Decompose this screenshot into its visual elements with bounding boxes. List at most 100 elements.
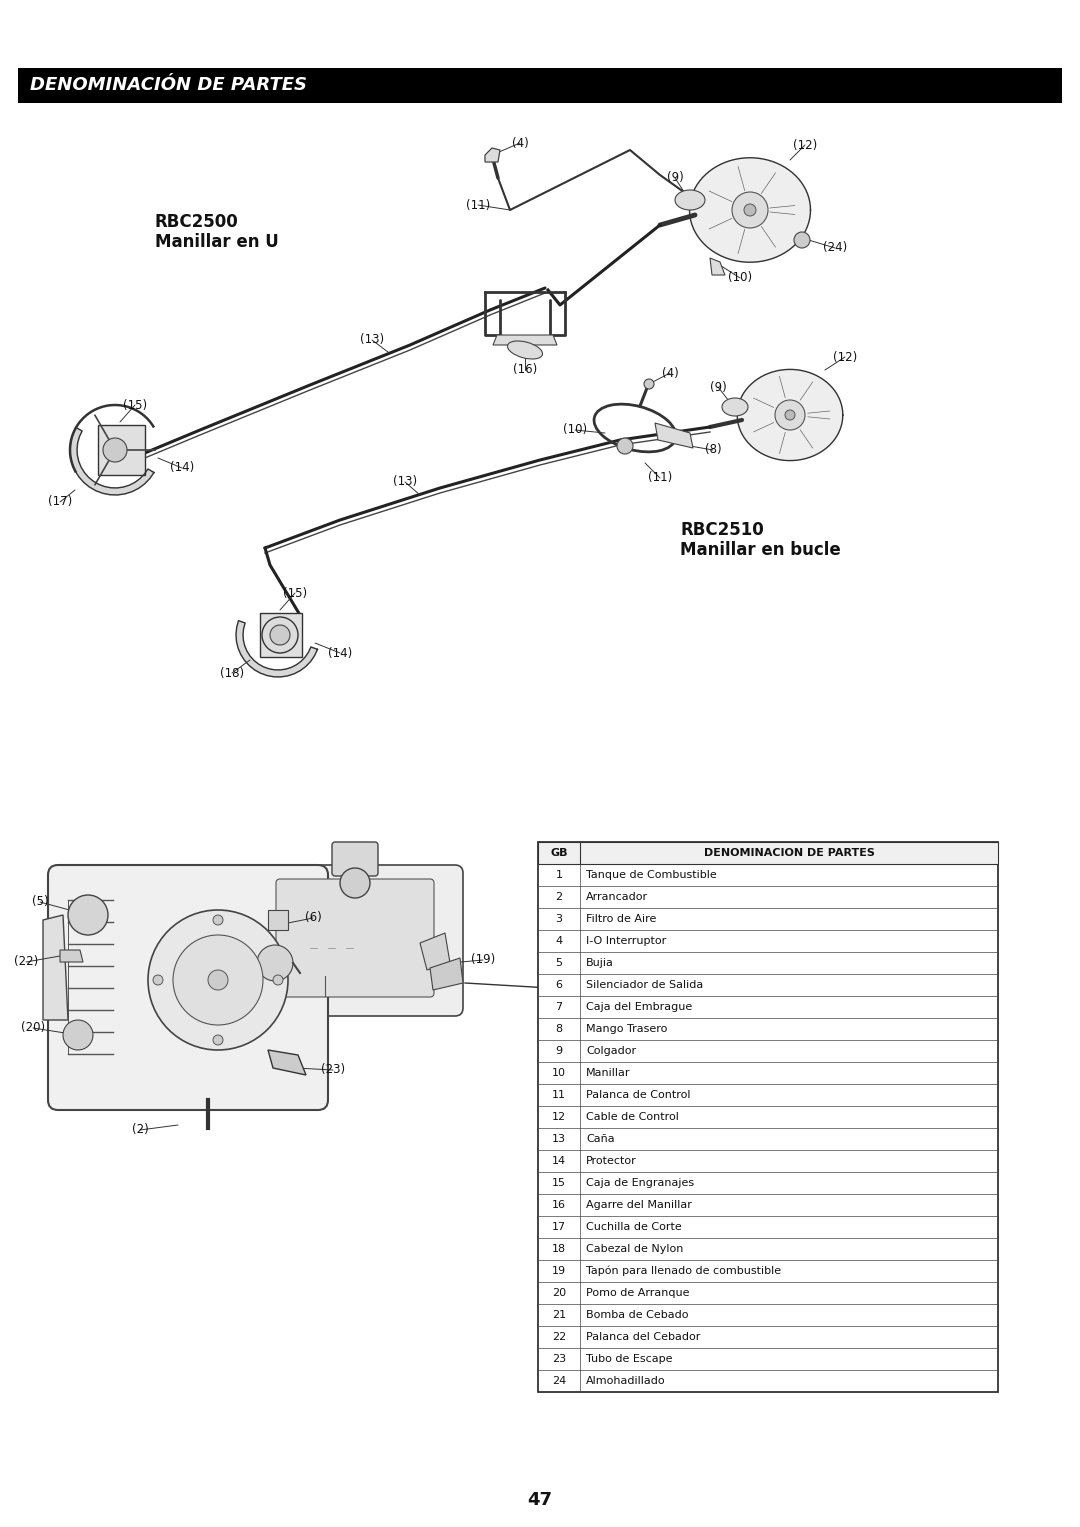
Circle shape: [103, 438, 127, 463]
Text: Cable de Control: Cable de Control: [586, 1112, 679, 1122]
Text: (6): (6): [305, 912, 322, 924]
Circle shape: [148, 910, 288, 1051]
Circle shape: [257, 945, 293, 980]
Polygon shape: [268, 1051, 306, 1075]
Text: Palanca de Control: Palanca de Control: [586, 1090, 690, 1099]
Text: 15: 15: [552, 1177, 566, 1188]
Ellipse shape: [675, 189, 705, 211]
Text: (11): (11): [648, 472, 672, 484]
FancyBboxPatch shape: [247, 864, 463, 1015]
Circle shape: [208, 970, 228, 989]
Text: Caña: Caña: [586, 1135, 615, 1144]
Text: (2): (2): [132, 1124, 148, 1136]
Text: (8): (8): [704, 443, 721, 457]
Text: (7): (7): [229, 950, 245, 962]
Polygon shape: [485, 148, 500, 162]
Polygon shape: [43, 915, 68, 1020]
Text: 13: 13: [552, 1135, 566, 1144]
FancyBboxPatch shape: [48, 864, 328, 1110]
Text: (3): (3): [347, 843, 363, 857]
Text: (12): (12): [833, 351, 858, 363]
Text: (9): (9): [666, 171, 684, 185]
Text: 14: 14: [552, 1156, 566, 1167]
Circle shape: [153, 976, 163, 985]
Text: (4): (4): [662, 366, 678, 380]
Polygon shape: [237, 620, 318, 676]
Text: (24): (24): [823, 241, 847, 255]
Text: (20): (20): [21, 1022, 45, 1034]
Text: Tanque de Combustible: Tanque de Combustible: [586, 870, 717, 880]
Text: 4: 4: [555, 936, 563, 947]
Text: 22: 22: [552, 1332, 566, 1342]
Text: (14): (14): [328, 646, 352, 660]
FancyBboxPatch shape: [276, 880, 434, 997]
Text: 1: 1: [555, 870, 563, 880]
Text: 24: 24: [552, 1376, 566, 1387]
Polygon shape: [710, 258, 725, 275]
Text: (13): (13): [393, 475, 417, 489]
Text: Cabezal de Nylon: Cabezal de Nylon: [586, 1245, 684, 1254]
Text: Silenciador de Salida: Silenciador de Salida: [586, 980, 703, 989]
Text: (21): (21): [188, 964, 212, 976]
Text: RBC2510: RBC2510: [680, 521, 764, 539]
Text: (11): (11): [465, 199, 490, 212]
Text: (16): (16): [513, 363, 537, 377]
Text: Bomba de Cebado: Bomba de Cebado: [586, 1310, 689, 1319]
Circle shape: [213, 1035, 222, 1044]
Text: (17): (17): [48, 495, 72, 508]
Text: (10): (10): [563, 423, 588, 437]
Text: Manillar en bucle: Manillar en bucle: [680, 541, 840, 559]
Text: (5): (5): [31, 895, 49, 909]
Polygon shape: [689, 157, 810, 263]
Circle shape: [744, 205, 756, 215]
Circle shape: [63, 1020, 93, 1051]
Text: Pomo de Arranque: Pomo de Arranque: [586, 1287, 689, 1298]
Text: I-O Interruptor: I-O Interruptor: [586, 936, 666, 947]
Text: 3: 3: [555, 915, 563, 924]
Bar: [538, 841, 998, 1393]
Text: 8: 8: [555, 1025, 563, 1034]
Polygon shape: [70, 428, 154, 495]
Text: 21: 21: [552, 1310, 566, 1319]
Text: Arrancador: Arrancador: [586, 892, 648, 902]
Polygon shape: [98, 425, 145, 475]
Text: Tubo de Escape: Tubo de Escape: [586, 1354, 673, 1364]
Text: DENOMINACION DE PARTES: DENOMINACION DE PARTES: [703, 847, 875, 858]
Text: (1): (1): [567, 976, 583, 989]
Text: 7: 7: [555, 1002, 563, 1012]
Polygon shape: [738, 370, 842, 461]
Ellipse shape: [723, 399, 748, 415]
Polygon shape: [268, 910, 288, 930]
Polygon shape: [60, 950, 83, 962]
Text: Bujia: Bujia: [586, 957, 613, 968]
Text: Manillar en U: Manillar en U: [156, 234, 279, 250]
Text: Agarre del Manillar: Agarre del Manillar: [586, 1200, 692, 1209]
Circle shape: [173, 935, 264, 1025]
Text: Filtro de Aire: Filtro de Aire: [586, 915, 657, 924]
Circle shape: [785, 411, 795, 420]
Circle shape: [617, 438, 633, 454]
Text: (19): (19): [471, 953, 495, 967]
Circle shape: [644, 379, 654, 389]
Text: (12): (12): [793, 139, 818, 151]
Text: DENOMINACIÓN DE PARTES: DENOMINACIÓN DE PARTES: [30, 76, 307, 95]
Polygon shape: [420, 933, 450, 970]
Text: 10: 10: [552, 1067, 566, 1078]
Text: 17: 17: [552, 1222, 566, 1232]
Text: RBC2500: RBC2500: [156, 212, 239, 231]
Text: 2: 2: [555, 892, 563, 902]
Text: Caja del Embrague: Caja del Embrague: [586, 1002, 692, 1012]
Text: (22): (22): [14, 956, 38, 968]
Ellipse shape: [508, 341, 542, 359]
Polygon shape: [654, 423, 693, 447]
Text: Caja de Engranajes: Caja de Engranajes: [586, 1177, 694, 1188]
Text: Manillar: Manillar: [586, 1067, 631, 1078]
Text: Almohadillado: Almohadillado: [586, 1376, 665, 1387]
Circle shape: [775, 400, 805, 431]
Text: (18): (18): [220, 666, 244, 680]
Polygon shape: [430, 957, 463, 989]
Text: 9: 9: [555, 1046, 563, 1057]
Text: Colgador: Colgador: [586, 1046, 636, 1057]
Text: (4): (4): [512, 136, 528, 150]
Text: Cuchilla de Corte: Cuchilla de Corte: [586, 1222, 681, 1232]
